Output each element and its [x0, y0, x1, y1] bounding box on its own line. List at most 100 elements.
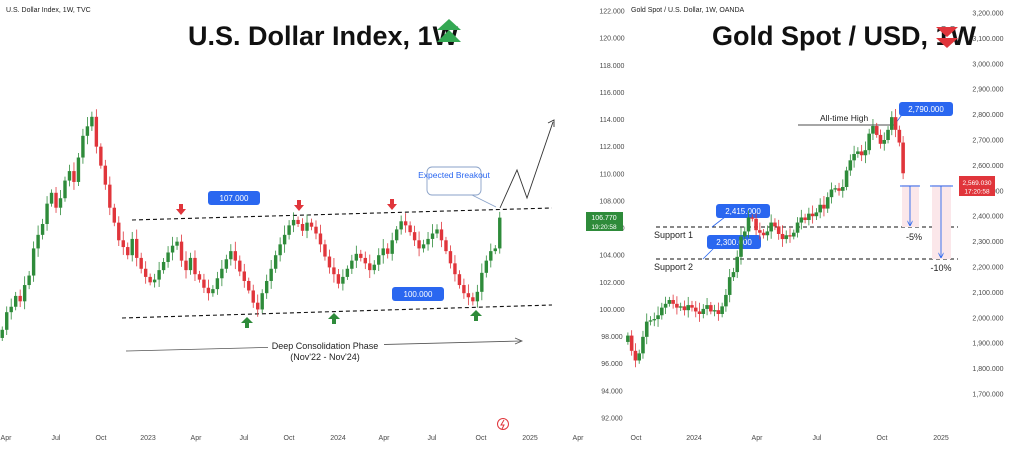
dxy-candle-body [390, 240, 394, 254]
dxy-y-tick: 92.000 [601, 416, 623, 423]
gold-x-tick: 2025 [933, 435, 949, 442]
dxy-candle-body [251, 290, 255, 303]
dxy-candle-body [233, 251, 238, 261]
gold-y-tick: 1,900.000 [972, 341, 1003, 348]
gold-candle-body [863, 150, 868, 156]
dxy-candle-body [40, 223, 45, 235]
dxy-level-100: 100.000 [392, 287, 444, 301]
gold-candle-body [667, 300, 672, 304]
gold-candle-body [705, 305, 709, 309]
gold-candle-body [626, 335, 630, 342]
dxy-candle-body [108, 184, 112, 208]
gold-y-tick: 1,700.000 [972, 392, 1003, 399]
gold-candle-body [765, 231, 770, 236]
gold-y-tick: 2,900.000 [972, 87, 1003, 94]
gold-candle-body [784, 235, 789, 240]
gold-candle-body [656, 315, 660, 320]
dxy-candle-body [58, 198, 63, 208]
dxy-candle-body [94, 116, 99, 147]
gold-candle-body [660, 307, 664, 316]
gold-y-tick: 2,700.000 [972, 138, 1003, 145]
gold-candle-body [897, 129, 902, 143]
dxy-x-tick: Jul [52, 435, 61, 442]
tradingview-logo-icon [497, 418, 509, 430]
gold-candle-body [901, 142, 905, 174]
resistance-marker-icon [176, 204, 186, 215]
dxy-candle-body [63, 180, 67, 199]
dxy-candle-body [291, 219, 296, 226]
gold-candle-body [867, 133, 871, 151]
gold-x-tick: Oct [877, 435, 888, 442]
dxy-y-tick: 110.000 [600, 171, 625, 178]
dxy-countdown: 19:20:58 [591, 224, 617, 231]
dxy-y-tick: 112.000 [600, 144, 625, 151]
dxy-candle-body [121, 240, 125, 248]
dxy-candle-body [130, 238, 134, 256]
gold-candle-body [663, 303, 668, 308]
gold-y-tick: 3,000.000 [972, 61, 1003, 68]
gold-countdown: 17:20:58 [964, 189, 990, 196]
gold-candle-body [886, 129, 890, 140]
gold-candle-body [678, 306, 683, 308]
gold-candle-body [807, 213, 811, 221]
gold-candle-body [893, 117, 898, 130]
dxy-candle-body [287, 225, 291, 235]
dxy-candle-body [341, 276, 345, 284]
gold-price-tag: 2,569.030 17:20:58 [959, 176, 995, 196]
gold-candle-body [852, 153, 856, 161]
dxy-candle-body [13, 295, 18, 307]
gold-y-tick: 2,600.000 [972, 163, 1003, 170]
dxy-candle-body [444, 240, 448, 252]
gold-x-tick: 2024 [686, 435, 702, 442]
dxy-candle-body [202, 279, 206, 288]
gold-level-2415: 2,415.000 [711, 204, 770, 228]
dxy-candle-body [211, 289, 215, 294]
dxy-candle-body [54, 192, 58, 208]
dxy-candle-body [242, 271, 246, 281]
dxy-x-tick: Oct [96, 435, 107, 442]
gold-candle-body [814, 212, 819, 217]
dxy-y-tick: 114.000 [600, 117, 625, 124]
dxy-candle-body [139, 257, 143, 269]
dxy-x-tick: Apr [1, 435, 13, 442]
gold-candle-body [848, 160, 853, 171]
dxy-candle-body [462, 285, 466, 294]
dxy-candle-body [498, 217, 502, 249]
dxy-candle-body [27, 275, 31, 286]
gold-candle-body [773, 222, 777, 227]
drawdown-5-label: -5% [906, 232, 922, 242]
gold-x-tick: Apr [752, 435, 764, 442]
gold-candle-body [818, 204, 822, 213]
dxy-support-line [121, 304, 553, 319]
gold-candle-body [803, 217, 807, 221]
dxy-x-tick: 2025 [522, 435, 538, 442]
dxy-x-axis: Apr Jul Oct 2023 Apr Jul Oct 2024 Apr Jul Oct 2025 A… [1, 435, 585, 442]
dxy-x-tick: Oct [284, 435, 295, 442]
gold-x-tick: Jul [813, 435, 822, 442]
dxy-candle-body [126, 247, 130, 256]
dxy-candle-body [493, 248, 497, 252]
dxy-candle-body [417, 240, 421, 249]
dxy-candle-body [175, 241, 179, 246]
dxy-candle-body [215, 278, 220, 290]
dxy-candle-body [430, 233, 435, 239]
expected-breakout-callout: Expected Breakout [418, 166, 497, 208]
dxy-x-tick: Jul [428, 435, 437, 442]
gold-y-tick: 3,100.000 [972, 36, 1003, 43]
dxy-level-107: 107.000 [208, 191, 260, 205]
dxy-candle-body [67, 171, 72, 181]
dxy-candle-body [359, 253, 363, 258]
dxy-candle-body [224, 259, 229, 269]
gold-candle-body [709, 305, 713, 312]
gold-candle-body [644, 321, 649, 337]
gold-level-2790-label: 2,790.000 [908, 105, 944, 114]
dxy-candle-body [296, 219, 300, 224]
gold-candle-body [780, 233, 785, 240]
dxy-candle-body [489, 251, 493, 261]
gold-candle-body [769, 222, 773, 232]
dxy-x-tick: Oct [476, 435, 487, 442]
dxy-resistance-line [131, 207, 553, 221]
gold-header: Gold Spot / U.S. Dollar, 1W, OANDA [631, 7, 745, 14]
gold-candle-body [788, 235, 792, 237]
dxy-y-tick: 120.000 [599, 36, 624, 43]
